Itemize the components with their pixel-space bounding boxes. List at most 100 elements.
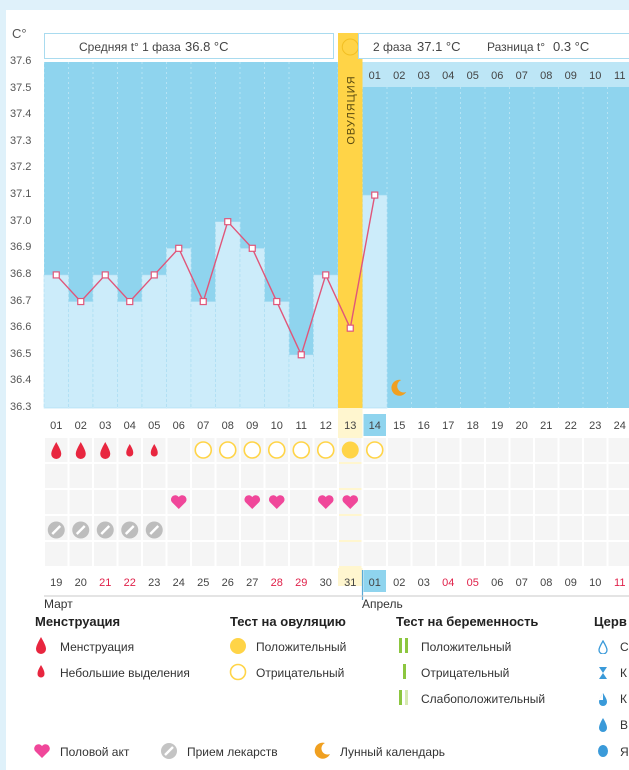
- cycle-day-label: 05: [148, 420, 160, 432]
- calendar-date-label: 26: [222, 577, 234, 589]
- temperature-point: [77, 297, 85, 306]
- temperature-bar: [166, 248, 192, 409]
- temperature-bar: [264, 301, 290, 409]
- cycle-day-label: 04: [124, 420, 136, 432]
- phase2-day-label: 10: [589, 70, 601, 82]
- calendar-date-label: 02: [393, 577, 405, 589]
- pregnancy-weak-icon: [399, 690, 408, 705]
- cycle-day-label: 21: [540, 420, 552, 432]
- today-date-bg: [363, 570, 386, 592]
- cervix-hourglass-icon: [599, 667, 607, 679]
- temperature-bar: [68, 301, 94, 409]
- temperature-point: [322, 271, 330, 279]
- ovulation-test-negative-icon: [316, 441, 335, 459]
- temperature-point: [273, 297, 281, 306]
- pill-icon: [161, 743, 177, 759]
- calendar-date-label: 19: [50, 577, 62, 589]
- y-tick-label: 36.4: [10, 374, 32, 387]
- temperature-bar: [215, 221, 241, 409]
- calendar-date-label: 05: [467, 577, 479, 589]
- cycle-day-label: 06: [173, 420, 185, 432]
- ovulation-test-negative-icon: [194, 441, 213, 459]
- phase2-day-header: [362, 62, 629, 87]
- highlighted-day-bg: [363, 414, 386, 436]
- temperature-point: [248, 244, 256, 252]
- temperature-point: [150, 271, 158, 279]
- ovulation-test-negative-icon: [292, 441, 311, 459]
- cycle-day-label: 08: [222, 420, 234, 432]
- legend-cervix-title: Церв: [594, 614, 627, 629]
- calendar-date-label: 10: [589, 577, 601, 589]
- calendar-date-label: 27: [246, 577, 258, 589]
- calendar-date-label: 07: [516, 577, 528, 589]
- menstruation-drop-icon: [75, 442, 86, 459]
- temperature-bar: [288, 354, 314, 409]
- legend-cervix-1: С: [620, 640, 629, 654]
- left-frame: [0, 0, 6, 770]
- y-tick-label: 37.3: [10, 134, 32, 147]
- light-discharge-icon: [37, 665, 45, 678]
- heart-icon: [268, 495, 285, 509]
- ovulation-test-negative-icon: [218, 441, 237, 459]
- temperature-bar: [43, 274, 69, 409]
- calendar-date-label: 20: [75, 577, 87, 589]
- legend-cervix-4: В: [620, 718, 629, 732]
- ovulation-label: ОВУЛЯЦИЯ: [345, 75, 357, 144]
- temperature-point: [371, 191, 379, 199]
- phase2-day-label: 08: [540, 70, 552, 82]
- calendar-date-label: 01: [369, 577, 381, 589]
- calendar-date-label: 31: [344, 577, 356, 589]
- heart-icon: [342, 495, 359, 509]
- cycle-day-label: 12: [320, 420, 332, 432]
- y-tick-label: 37.5: [10, 81, 32, 94]
- cycle-day-label: 22: [565, 420, 577, 432]
- pregnancy-negative-icon: [403, 664, 406, 679]
- temperature-point: [175, 244, 183, 252]
- y-tick-label: 37.6: [10, 55, 32, 67]
- cycle-day-label: 13: [344, 420, 356, 432]
- legend-pregnancy-positive: Положительный: [421, 640, 512, 654]
- temperature-bar: [141, 274, 167, 409]
- pill-icon-stripe: [124, 525, 135, 535]
- light-discharge-drop-icon: [126, 444, 134, 457]
- marker-row-bg: [44, 542, 629, 566]
- pregnancy-positive-icon: [399, 638, 408, 653]
- moon-icon: [314, 742, 330, 759]
- cycle-day-label: 15: [393, 420, 405, 432]
- pill-icon-stripe: [75, 525, 86, 535]
- cycle-day-label: 01: [50, 420, 62, 432]
- light-discharge-drop-icon: [150, 444, 158, 457]
- difference-value: 0.3 °C: [553, 39, 590, 54]
- phase1-label: Средняя t° 1 фаза: [79, 40, 181, 54]
- cycle-day-label: 23: [589, 420, 601, 432]
- legend-menstruation: Менструация: [60, 640, 135, 654]
- legend-intercourse: Половой акт: [60, 745, 130, 759]
- temperature-point: [297, 351, 305, 359]
- cervix-drop-icon: [599, 718, 607, 732]
- calendar-date-label: 08: [540, 577, 552, 589]
- calendar-date-label: 23: [148, 577, 160, 589]
- heart-icon: [170, 495, 187, 509]
- cycle-day-label: 07: [197, 420, 209, 432]
- cycle-day-label: 18: [467, 420, 479, 432]
- legend-medication: Прием лекарств: [187, 745, 278, 759]
- calendar-date-label: 21: [99, 577, 111, 589]
- calendar-date-label: 06: [491, 577, 503, 589]
- y-tick-label: 36.7: [10, 294, 32, 307]
- y-tick-label: 36.5: [10, 347, 32, 360]
- legend-ovulation-title: Тест на овуляцию: [230, 614, 346, 629]
- calendar-date-label: 09: [565, 577, 577, 589]
- difference-label: Разница t°: [487, 40, 545, 54]
- phase2-day-label: 04: [442, 70, 454, 82]
- temperature-bar: [92, 274, 118, 409]
- pill-icon-stripe: [100, 525, 111, 535]
- pill-icon-stripe: [51, 525, 62, 535]
- temperature-bar: [117, 301, 143, 409]
- calendar-date-label: 29: [295, 577, 307, 589]
- temperature-point: [224, 218, 232, 226]
- cycle-day-label: 24: [614, 420, 626, 432]
- legend-ovulation-negative: Отрицательный: [256, 666, 345, 680]
- y-tick-label: 37.1: [10, 188, 32, 201]
- legend-light-discharge: Небольшие выделения: [60, 666, 190, 680]
